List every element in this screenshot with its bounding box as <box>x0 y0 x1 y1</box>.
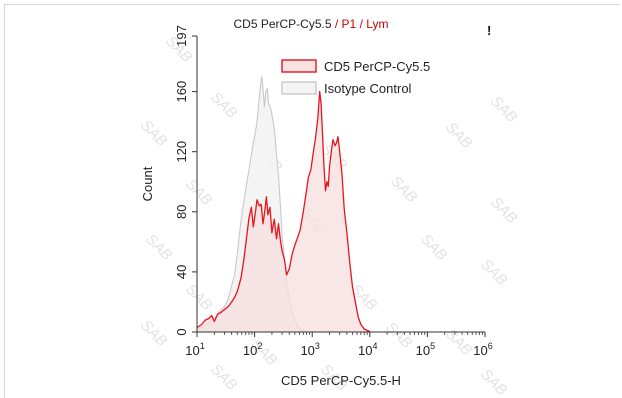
legend-label-cd5: CD5 PerCP-Cy5.5 <box>324 59 430 74</box>
y-tick-label: 160 <box>174 81 189 103</box>
title-gate-p1: P1 <box>341 17 357 31</box>
watermark-text: SAB <box>487 194 520 227</box>
watermark-text: SAB <box>387 173 420 206</box>
y-tick-label: 40 <box>174 265 189 279</box>
title-gate-lym: Lym <box>366 17 389 31</box>
watermark-text: SAB <box>207 89 240 122</box>
x-tick-label: 102 <box>243 341 262 358</box>
x-tick-label: 101 <box>185 341 204 358</box>
title-separator-2: / <box>359 17 363 31</box>
watermark-text: SAB <box>487 93 520 126</box>
watermark-text: SAB <box>137 317 170 350</box>
y-tick-label: 120 <box>174 141 189 163</box>
title-separator-1: / <box>334 17 339 31</box>
watermark-text: SAB <box>417 231 450 264</box>
x-tick-label: 103 <box>300 341 319 358</box>
x-tick-label: 105 <box>416 341 435 358</box>
watermark-text: SAB <box>142 231 175 264</box>
watermark-text: SAB <box>442 119 475 152</box>
watermark-text: SAB <box>182 176 215 209</box>
watermark-text: SAB <box>137 117 170 150</box>
x-axis-label: CD5 PerCP-Cy5.5-H <box>281 373 401 388</box>
y-tick-label: 80 <box>174 205 189 219</box>
watermark-text: SAB <box>207 361 240 394</box>
series-line-cd5 <box>196 90 370 332</box>
warning-indicator: ! <box>487 23 492 38</box>
watermark-text: SAB <box>442 326 475 359</box>
legend-swatch-isotype <box>281 81 317 95</box>
chart-title: CD5 PerCP-Cy5.5 / P1 / Lym <box>0 17 622 31</box>
y-tick-label: 197 <box>174 25 189 47</box>
watermark-text: SAB <box>477 256 510 289</box>
y-tick-label: 0 <box>174 328 189 335</box>
series-fill-cd5 <box>197 91 370 332</box>
watermark-text: SAB <box>182 281 215 314</box>
legend-label-isotype: Isotype Control <box>324 81 412 96</box>
watermark-text: SAB <box>382 319 415 352</box>
title-parameter: CD5 PerCP-Cy5.5 <box>233 17 332 31</box>
chart-frame <box>4 4 620 398</box>
watermark-text: SAB <box>477 366 510 398</box>
x-tick-label: 106 <box>473 341 492 358</box>
y-axis-label: Count <box>140 166 155 201</box>
x-tick-label: 104 <box>358 341 377 358</box>
legend-swatch-cd5 <box>281 59 317 73</box>
